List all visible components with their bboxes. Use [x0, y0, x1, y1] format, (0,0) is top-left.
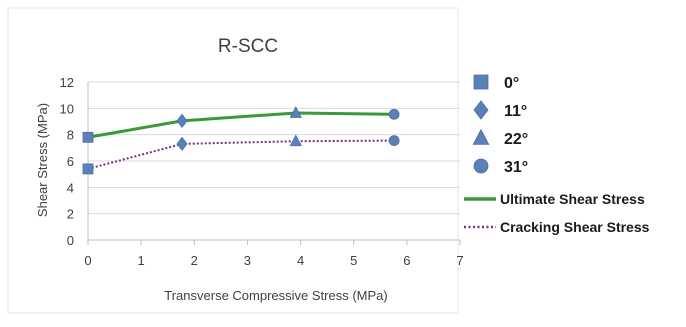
legend-label: 22° [504, 131, 528, 148]
legend-marker-triangle [472, 128, 490, 145]
x-tick-label: 4 [297, 253, 304, 268]
y-tick-label: 2 [67, 207, 74, 222]
series-line-cracking [87, 139, 395, 170]
x-tick-label: 7 [456, 253, 463, 268]
legend-label: 31° [504, 159, 528, 176]
y-tick-labels: 0 2 4 6 8 10 12 [60, 75, 74, 248]
y-tick-label: 6 [67, 154, 74, 169]
data-markers [82, 106, 400, 175]
legend-label: 0° [504, 75, 519, 92]
y-tick-label: 8 [67, 128, 74, 143]
legend-label: Cracking Shear Stress [500, 219, 650, 235]
y-tick-label: 0 [67, 233, 74, 248]
data-point-square [82, 131, 94, 143]
legend-marker-diamond [473, 100, 489, 120]
y-tick-label: 10 [60, 101, 74, 116]
y-tick-label: 4 [67, 180, 74, 195]
data-point-circle [388, 108, 400, 120]
y-tick-label: 12 [60, 75, 74, 90]
data-point-diamond [176, 136, 188, 152]
x-tick-label: 0 [84, 253, 91, 268]
data-point-triangle [289, 106, 302, 118]
series-line-ultimate [87, 111, 395, 139]
y-axis-label: Shear Stress (MPa) [35, 103, 50, 217]
x-tick-labels: 0 1 2 3 4 5 6 7 [84, 253, 463, 268]
data-point-circle [388, 135, 400, 146]
legend-label: Ultimate Shear Stress [500, 191, 645, 207]
series-lines [87, 111, 395, 170]
x-tick-label: 2 [191, 253, 198, 268]
x-tick-label: 1 [138, 253, 145, 268]
axes [87, 82, 461, 245]
legend-marker-square [473, 74, 489, 90]
legend-label: 11° [504, 103, 527, 120]
x-tick-label: 5 [350, 253, 357, 268]
data-point-diamond [176, 113, 188, 128]
data-point-square [82, 163, 94, 175]
x-tick-label: 6 [403, 253, 410, 268]
data-point-triangle [289, 134, 302, 147]
legend-marker-circle [473, 158, 489, 174]
x-tick-label: 3 [244, 253, 251, 268]
chart-title: R-SCC [218, 36, 278, 57]
x-axis-label: Transverse Compressive Stress (MPa) [164, 288, 387, 303]
legend: 0° 11° 22° 31° Ultimate Shear Stress Cracking… [464, 74, 650, 235]
